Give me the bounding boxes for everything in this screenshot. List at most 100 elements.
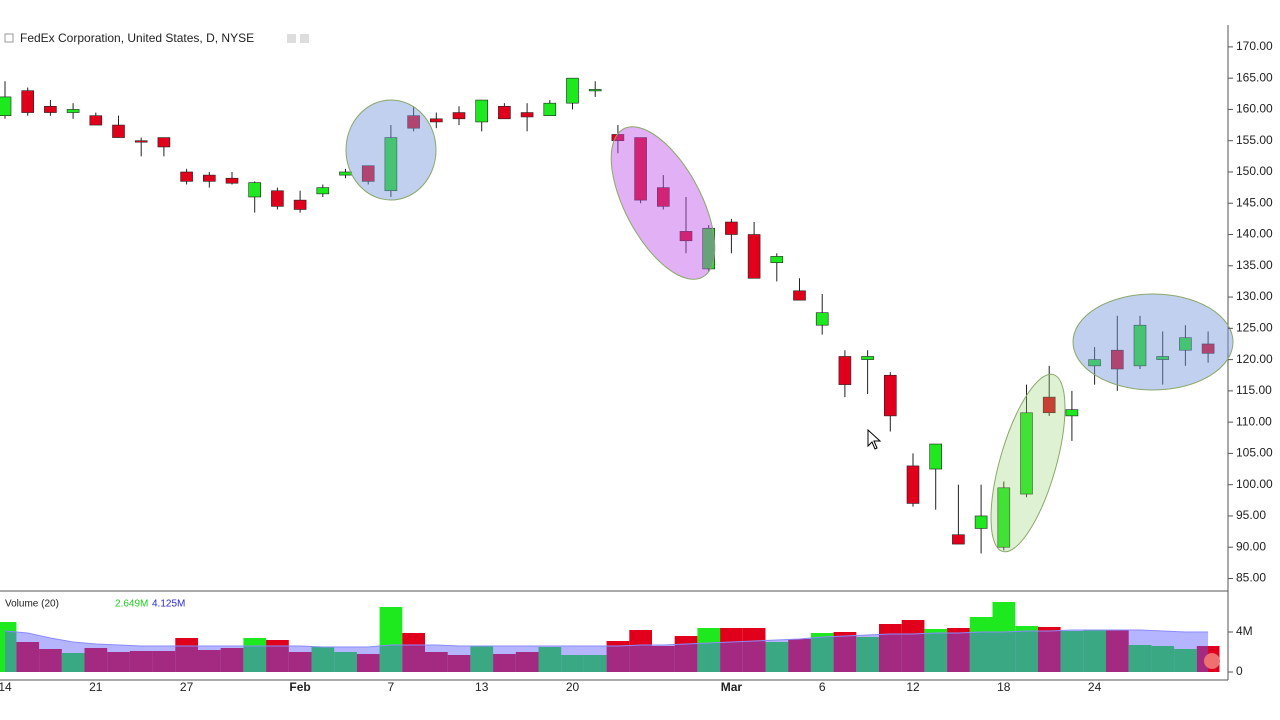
marks	[0, 77, 1220, 672]
candle-body	[452, 112, 466, 120]
candle-body	[611, 134, 625, 142]
volume-bar	[425, 652, 448, 672]
highlight-ellipse	[990, 373, 1066, 553]
y-tick-label: 155.00	[1236, 133, 1273, 147]
volume-bar	[84, 648, 108, 672]
candle-body	[861, 356, 874, 360]
candle-body	[906, 465, 920, 504]
candle-body	[566, 77, 579, 104]
y-tick-label: 160.00	[1236, 102, 1273, 116]
y-tick-label: 170.00	[1236, 39, 1273, 53]
volume-bar	[198, 650, 221, 672]
settings-icon[interactable]	[287, 34, 296, 43]
y-tick-label: 165.00	[1236, 70, 1273, 84]
volume-bar	[652, 646, 675, 672]
volume-bar	[1174, 649, 1197, 672]
candle-body	[1042, 396, 1056, 414]
volume-bar	[810, 633, 834, 672]
volume-bar	[833, 632, 857, 672]
candle-body	[498, 106, 511, 120]
candle-body	[679, 231, 693, 242]
candle-body	[1179, 337, 1192, 351]
volume-bar	[152, 651, 176, 672]
y-tick-label: 135.00	[1236, 258, 1273, 272]
candle-body	[429, 118, 443, 123]
volume-bar	[742, 628, 766, 672]
volume-bar	[288, 652, 312, 672]
x-tick-label: 27	[180, 680, 194, 694]
volume-bar	[266, 640, 289, 672]
volume-bar	[107, 652, 130, 672]
volume-ma-area	[5, 630, 1209, 672]
volume-title: Volume (20)	[5, 599, 59, 610]
volume-bar	[1060, 631, 1084, 672]
y-tick-label: 115.00	[1236, 383, 1272, 397]
y-tick-label: 125.00	[1236, 320, 1273, 334]
y-tick-label: 110.00	[1236, 414, 1272, 428]
volume-bar	[129, 651, 153, 672]
x-tick-label: 6	[819, 680, 826, 694]
candle-body	[361, 165, 375, 182]
x-tick-label: 24	[1088, 680, 1102, 694]
y-tick-label: 100.00	[1236, 477, 1273, 491]
collapse-icon[interactable]	[4, 33, 14, 43]
volume-bar	[1151, 646, 1175, 672]
y-tick-label: 90.00	[1236, 539, 1266, 553]
y-tick-label: 130.00	[1236, 289, 1273, 303]
scroll-button[interactable]	[1204, 653, 1220, 669]
volume-bar	[0, 622, 17, 672]
volume-bar	[1037, 627, 1061, 672]
volume-bar	[697, 628, 721, 672]
candle-body	[180, 171, 193, 182]
volume-bar	[493, 654, 516, 672]
highlight-ellipse	[610, 126, 716, 280]
chart-title: FedEx Corporation, United States, D, NYS…	[20, 31, 254, 45]
volume-bar	[356, 654, 380, 672]
volume-bar	[561, 655, 584, 672]
y-tick-label: 105.00	[1236, 446, 1273, 460]
volume-tick-label: 0	[1236, 664, 1243, 678]
candle-body	[293, 199, 307, 210]
volume-bar	[515, 652, 539, 672]
highlight-ellipse	[345, 99, 437, 201]
x-tick-label: 21	[89, 680, 103, 694]
y-tick-label: 140.00	[1236, 227, 1273, 241]
volume-bar	[379, 607, 403, 672]
candle-body	[588, 89, 602, 92]
volume-tick-label: 4M	[1236, 624, 1253, 638]
candle-body	[838, 356, 852, 385]
volume-last: 2.649M	[115, 599, 148, 610]
volume-bar	[969, 617, 993, 672]
x-tick-label: 14	[0, 680, 12, 694]
volume-bar	[674, 636, 698, 672]
volume-ma-last: 4.125M	[152, 599, 185, 610]
candle-body	[203, 174, 216, 182]
candle-body	[793, 290, 806, 301]
candle-body	[656, 187, 670, 207]
x-tick-label: 13	[475, 680, 489, 694]
candle-body	[339, 171, 352, 176]
candle-body	[952, 534, 965, 545]
close-icon[interactable]	[300, 34, 309, 43]
candle-body	[475, 99, 489, 123]
volume-bar	[629, 630, 652, 672]
volume-bar	[220, 648, 244, 672]
candle-body	[974, 515, 988, 529]
x-tick-label: 20	[566, 680, 580, 694]
volume-bar	[879, 624, 902, 672]
candle-body	[997, 487, 1011, 548]
volume-bar	[470, 646, 494, 672]
candle-body	[21, 90, 35, 113]
candle-body	[883, 374, 897, 417]
candle-body	[1111, 349, 1124, 370]
x-tick-label: Feb	[289, 680, 310, 694]
volume-bar	[402, 633, 425, 672]
y-tick-label: 85.00	[1236, 571, 1266, 585]
volume-bar	[1083, 630, 1106, 672]
candle-body	[112, 124, 125, 138]
y-tick-label: 120.00	[1236, 352, 1273, 366]
candle-body	[815, 312, 829, 326]
candle-body	[89, 115, 103, 126]
